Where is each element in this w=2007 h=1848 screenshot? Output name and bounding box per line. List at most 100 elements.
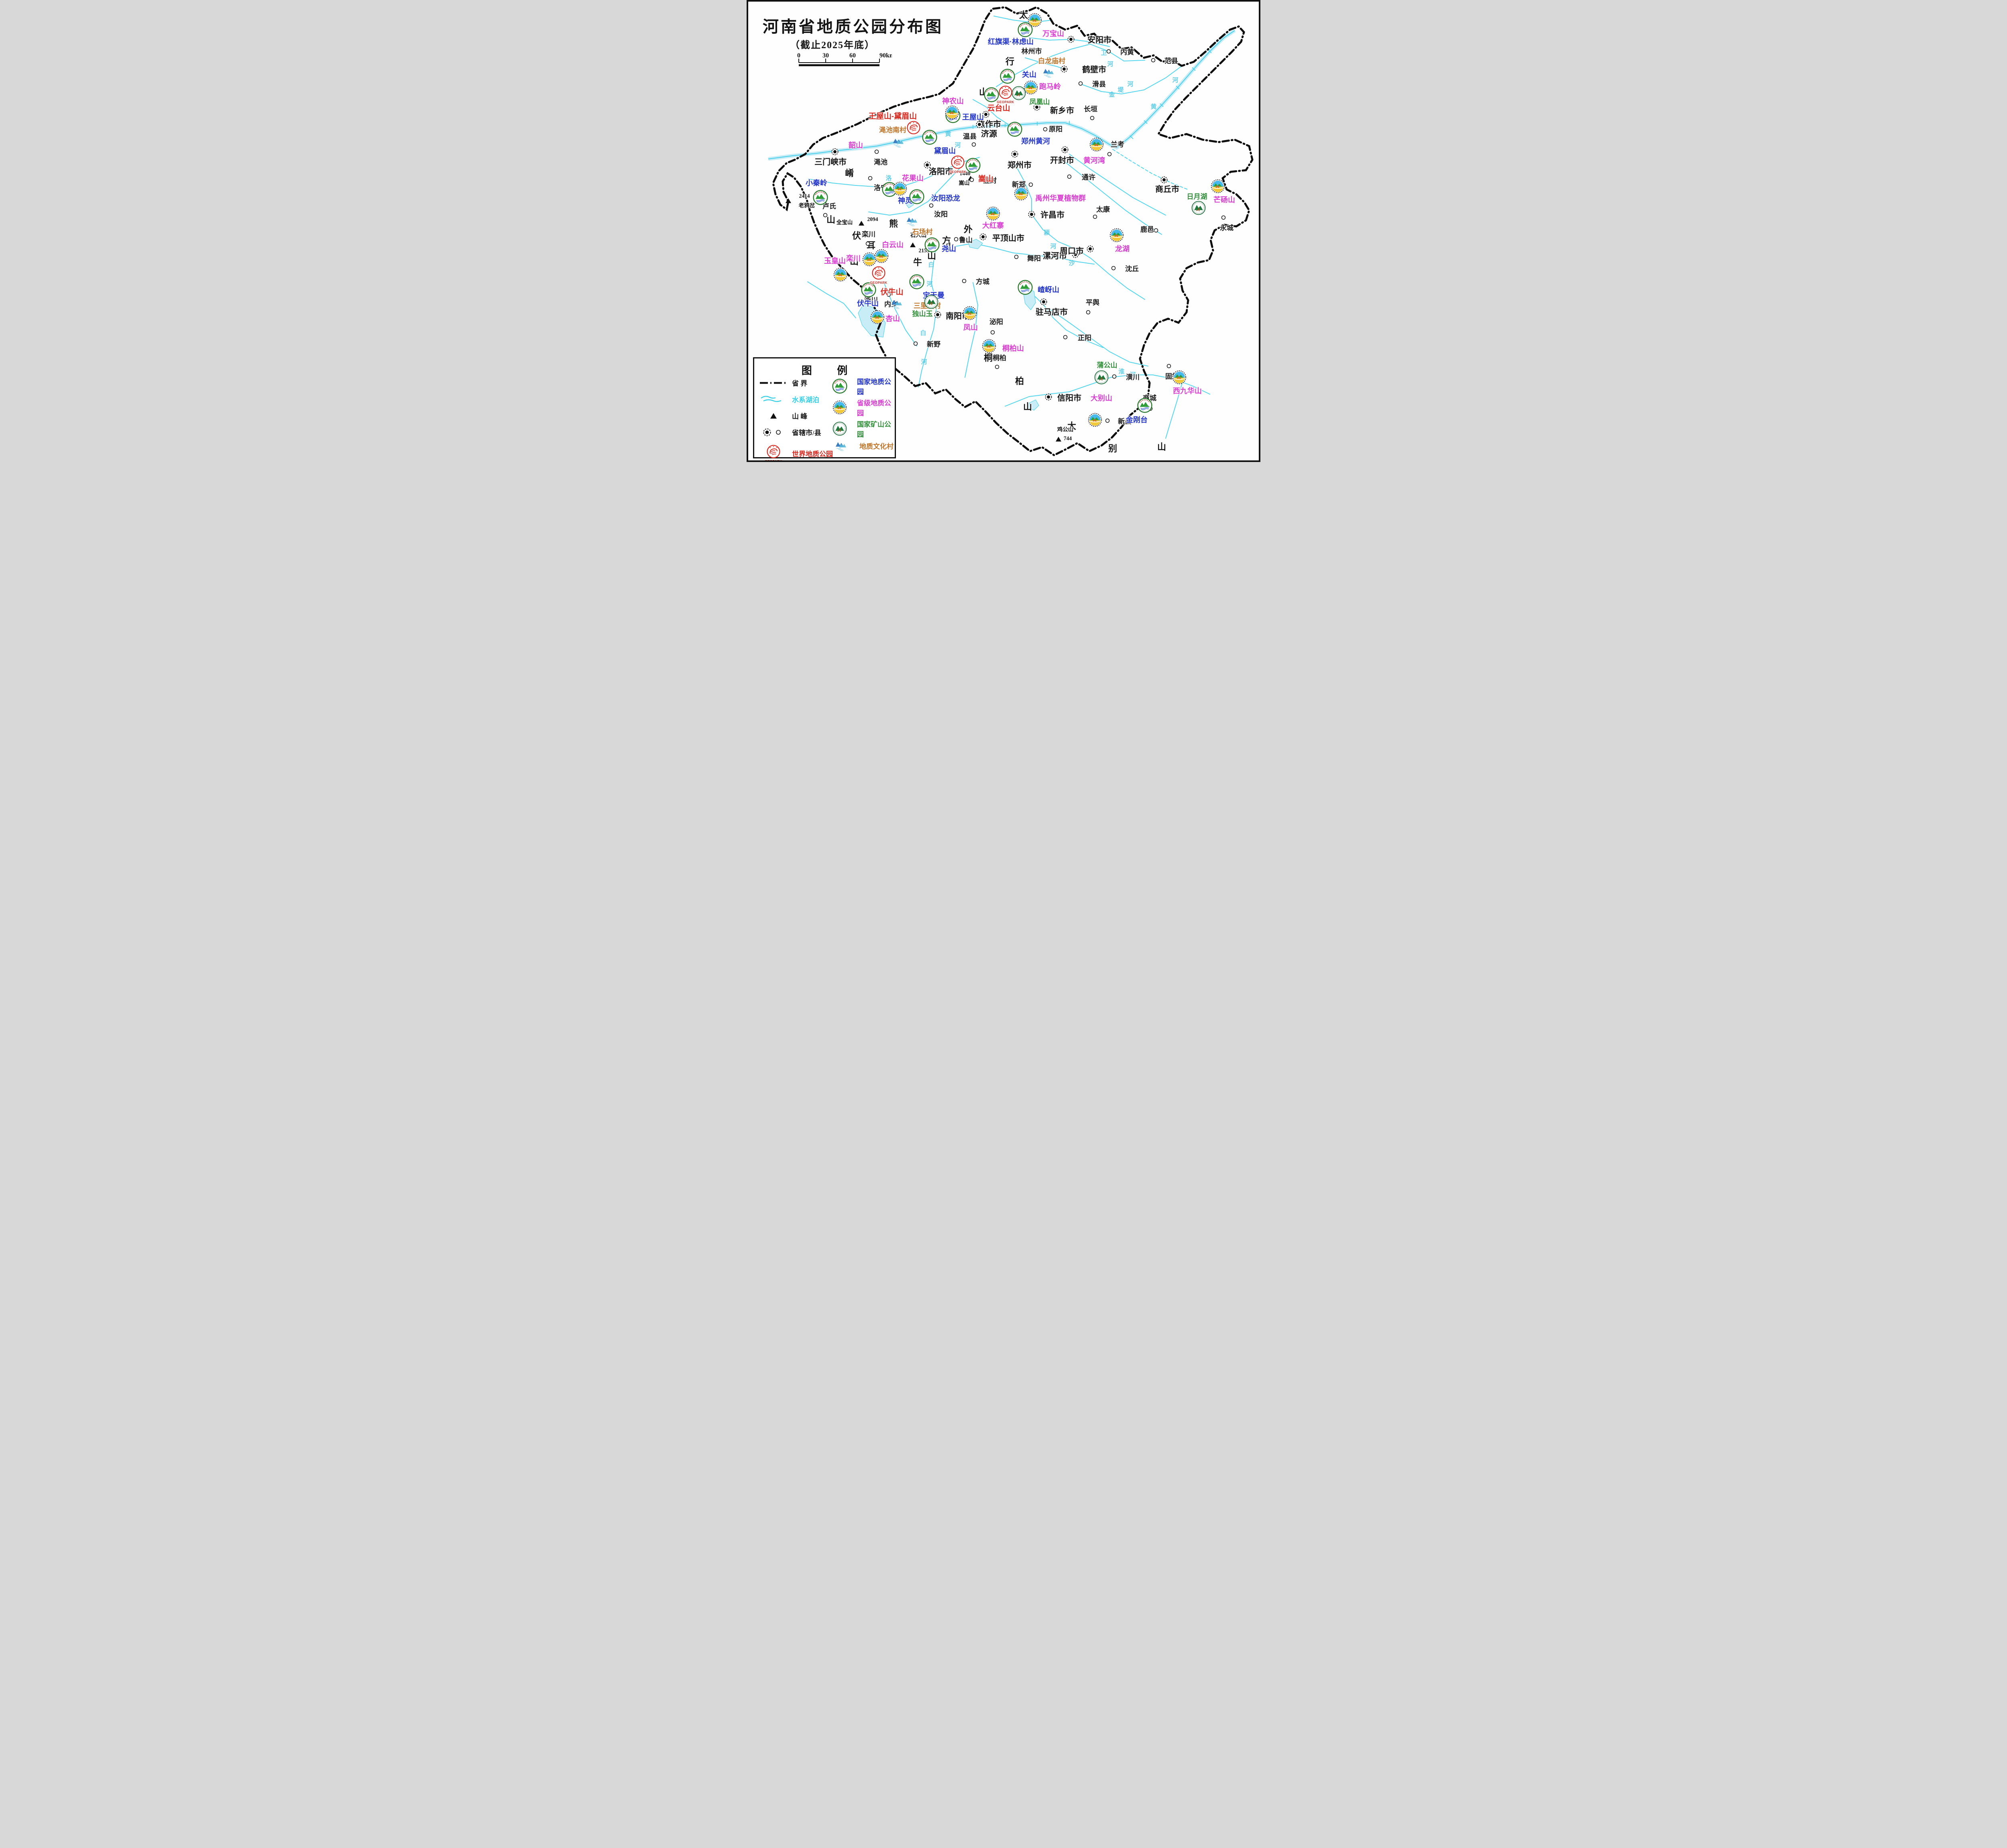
geo-village-icon (906, 215, 918, 226)
legend-item-label: 省 界 (792, 380, 808, 387)
county-circle-icon (1028, 182, 1033, 187)
page-title: 河南省地质公园分布图 (763, 18, 943, 36)
county-circle-icon (929, 203, 934, 208)
world-geopark-label: 嵩山 (978, 175, 994, 183)
county-label: 桐柏 (993, 354, 1006, 362)
county-label: 方城 (976, 278, 989, 286)
legend-title: 图 例 (801, 365, 859, 377)
county-circle-icon (954, 237, 959, 242)
world-geopark-logo-icon (871, 265, 887, 281)
national-geopark-seal-icon (861, 282, 876, 297)
world-geopark-label: 云台山 (987, 104, 1010, 113)
peak-elevation: 1440 (959, 170, 971, 177)
national-geopark-seal-icon (1018, 22, 1033, 37)
county-label: 正阳 (1078, 334, 1091, 342)
scale-tick-label: 30 (822, 53, 829, 59)
county-circle-icon (1221, 215, 1226, 220)
provincial-geopark-label: 大红寨 (982, 222, 1004, 230)
village-label: 白龙庙村 (1038, 57, 1065, 65)
provincial-geopark-logo-icon (945, 105, 959, 120)
county-circle-icon (874, 149, 879, 154)
county-label: 兰考 (1111, 140, 1124, 149)
river-label: 金 (1109, 91, 1115, 98)
county-circle-icon (1154, 228, 1158, 233)
river-label: 白 (928, 261, 934, 269)
mining-park-seal-icon (1191, 201, 1206, 215)
mountain-range-label-桐柏山: 山 (1023, 402, 1032, 412)
peak-name: 石人山 (910, 232, 927, 238)
county-circle-icon (971, 142, 976, 147)
county-label: 永城 (1220, 224, 1234, 232)
province-boundary (772, 6, 1254, 456)
county-label: 平舆 (1086, 299, 1099, 307)
river-label: 黄 (1150, 103, 1157, 110)
city-label: 周口市 (1060, 247, 1084, 256)
county-circle-icon (1067, 174, 1072, 179)
county-circle-icon (1014, 254, 1019, 259)
river-label: 淮 (1118, 368, 1125, 375)
county-circle-icon (990, 330, 995, 335)
mining-park-label: 蒲公山 (1097, 361, 1117, 369)
county-label: 太康 (1096, 206, 1110, 214)
city-dot-icon (1087, 245, 1094, 253)
city-dot-icon (934, 311, 942, 319)
geopark-logo-text: GEOPARK (765, 460, 782, 462)
provincial-geopark-logo-icon (1088, 413, 1102, 427)
national-geopark-seal-icon (965, 158, 981, 173)
mining-park-seal-icon (1094, 370, 1109, 385)
county-circle-icon (1090, 116, 1095, 120)
world-geopark-logo-icon (997, 84, 1014, 100)
world-geopark-label: 王屋山-黛眉山 (868, 112, 917, 121)
provincial-geopark-logo-icon (1024, 80, 1038, 95)
city-label: 开封市 (1050, 156, 1074, 165)
provincial-geopark-label: 韶山 (849, 141, 863, 149)
national-geopark-seal-icon (1007, 122, 1022, 137)
county-label: 栾川 (862, 230, 875, 238)
city-label: 平顶山市 (992, 234, 1024, 243)
peak-elevation: 744 (1063, 435, 1072, 442)
mining-park-label: 独山玉 (912, 310, 933, 318)
county-label: 新郑 (1012, 181, 1026, 189)
peak-triangle-icon (859, 221, 864, 226)
mountain-range-label-大别山: 大 (1067, 421, 1077, 431)
county-circle-icon (1111, 266, 1116, 271)
provincial-geopark-logo-icon (833, 267, 848, 282)
geopark-logo-text: GEOPARK (870, 281, 887, 285)
national-geopark-seal-icon (924, 237, 940, 252)
boundary-line (758, 381, 789, 385)
page-subtitle: （截止2025年底） (790, 40, 875, 51)
mountain-range-label-太行山: 太 (1019, 10, 1028, 20)
county-label: 长垣 (1084, 105, 1097, 113)
provincial-geopark-label: 杏山 (885, 315, 900, 323)
provincial-geopark-logo-icon (870, 310, 885, 324)
county-label: 登封 (983, 177, 997, 185)
city-label: 焦作市 (977, 120, 1001, 129)
county-circle-icon (1078, 81, 1083, 86)
provincial-geopark-logo-icon (1211, 179, 1225, 193)
provincial-geopark-logo-icon (893, 181, 907, 196)
city-county (758, 428, 789, 437)
scale-tick-label: 90km (879, 53, 892, 59)
city-dot-icon (1061, 146, 1069, 154)
city-label: 许昌市 (1040, 211, 1065, 220)
yellow-river-line (768, 30, 1235, 159)
county-circle-icon (865, 241, 870, 246)
city-label: 信阳市 (1057, 394, 1081, 403)
peak-name: 嵩山 (959, 180, 970, 186)
national-geopark-label: 红旗渠·林虑山 (988, 38, 1034, 46)
map-base-graphics (768, 6, 1254, 456)
geo-village-icon (890, 298, 903, 309)
river-network (807, 16, 1210, 439)
river-label: 卫 (1101, 49, 1107, 57)
city-label: 三门峡市 (814, 158, 847, 167)
provincial-geopark-label: 万宝山 (1042, 30, 1064, 38)
county-label: 泌阳 (989, 318, 1003, 326)
county-circle-icon (1106, 49, 1111, 54)
peak-triangle (758, 413, 789, 419)
river-label: 河 (921, 358, 927, 366)
city-dot-icon (1040, 298, 1048, 306)
national-geopark-label: 金刚台 (1126, 416, 1148, 424)
legend-item-label: 国家矿山公园 (857, 421, 892, 438)
county-circle-icon (1105, 418, 1110, 423)
mountain-range-label-外方山: 方 (942, 236, 951, 246)
